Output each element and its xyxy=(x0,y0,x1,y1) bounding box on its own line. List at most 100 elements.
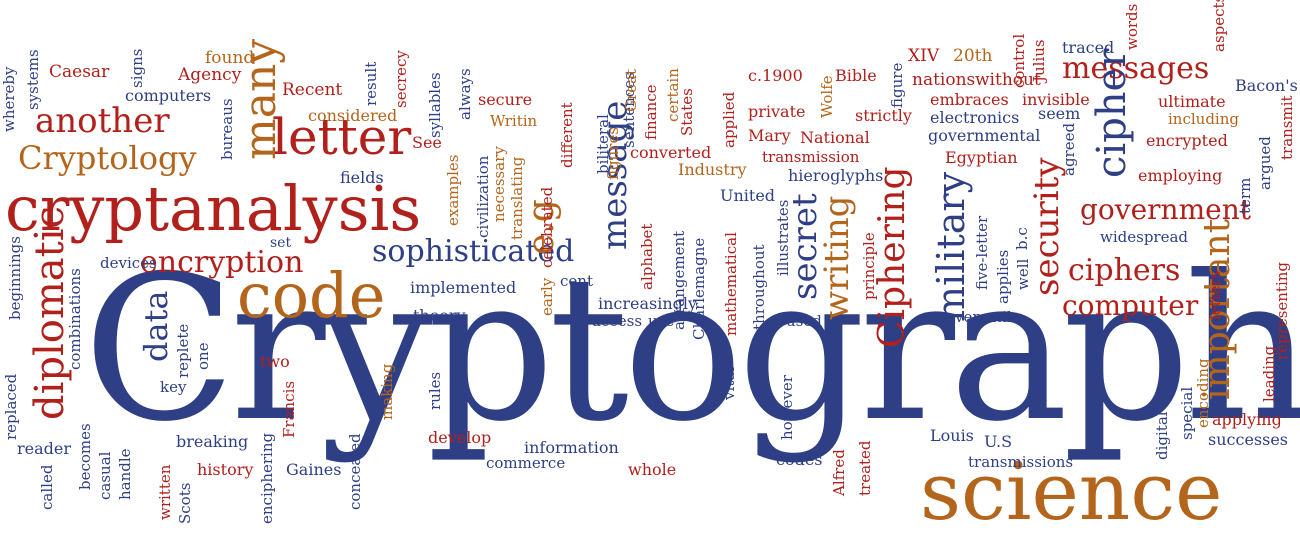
word-c1900: c.1900 xyxy=(748,66,803,85)
word-vital: vital xyxy=(720,366,738,400)
word-implemented: implemented xyxy=(410,278,517,297)
word-develop: develop xyxy=(428,428,492,447)
word-national: National xyxy=(800,128,870,147)
word-arrangement: arrangement xyxy=(670,230,688,330)
word-encryption: encryption xyxy=(140,245,304,280)
word-rules: rules xyxy=(426,371,444,410)
word-theory: theory xyxy=(413,306,466,325)
word-figure: figure xyxy=(888,62,906,108)
word-casual: casual xyxy=(96,451,114,500)
word-history: history xyxy=(197,460,254,479)
word-alphabet: alphabet xyxy=(638,223,656,290)
word-encrypted: encrypted xyxy=(1146,131,1228,150)
word-wolfe: Wolfe xyxy=(818,75,836,118)
word-cipher: cipher xyxy=(1089,48,1135,178)
word-used: used xyxy=(786,312,822,330)
word-electronics: electronics xyxy=(930,108,1020,127)
word-codes: codes xyxy=(776,450,823,469)
word-special: special xyxy=(1178,386,1196,440)
word-letter: letter xyxy=(272,108,412,166)
word-private: private xyxy=(748,102,806,121)
word-celebrated: celebrated xyxy=(538,186,556,268)
word-term: term xyxy=(1236,177,1254,214)
word-principle: principle xyxy=(860,232,878,300)
word-result: result xyxy=(362,61,380,106)
word-bacons: Bacon's xyxy=(1235,76,1298,95)
word-handle: handle xyxy=(116,448,134,500)
word-set: set xyxy=(270,235,292,251)
word-concealed: concealed xyxy=(346,433,364,510)
word-including: including xyxy=(1168,110,1239,128)
word-aspects: aspects xyxy=(1210,0,1228,52)
word-different: different xyxy=(558,102,576,168)
word-computer: computer xyxy=(1062,289,1199,322)
word-commerce: commerce xyxy=(486,454,566,472)
word-translating: translating xyxy=(508,156,526,240)
word-employing: employing xyxy=(1138,166,1223,185)
word-increasingly: increasingly xyxy=(598,294,698,313)
word-figures: figures xyxy=(604,126,622,180)
word-converted: converted xyxy=(630,143,712,162)
word-computers: computers xyxy=(125,86,212,105)
word-well: well xyxy=(1014,258,1032,290)
word-encoding: encoding xyxy=(1194,358,1212,428)
word-form: form xyxy=(573,362,591,398)
word-throughout: throughout xyxy=(750,244,768,330)
word-becomes: becomes xyxy=(76,423,94,490)
word-necessary: necessary xyxy=(490,146,508,222)
word-louis: Louis xyxy=(930,426,974,445)
word-cryptanalysis: cryptanalysis xyxy=(5,172,422,245)
word-one: one xyxy=(194,342,212,370)
word-diplomatic: diplomatic xyxy=(27,206,73,420)
word-secure: secure xyxy=(478,90,533,109)
word-recent: Recent xyxy=(282,80,343,100)
word-devices: devices xyxy=(100,254,157,272)
word-alfred: Alfred xyxy=(830,449,848,496)
word-use: use xyxy=(648,312,675,330)
word-key: key xyxy=(160,378,187,396)
word-transmission: transmission xyxy=(762,148,860,166)
word-applies: applies xyxy=(994,249,1012,304)
word-illustrates: illustrates xyxy=(774,199,792,277)
word-traced: traced xyxy=(1062,38,1115,57)
word-versatile: versatile xyxy=(955,308,1021,326)
word-words: words xyxy=(1123,3,1141,50)
word-invisible: invisible xyxy=(1022,90,1090,109)
word-replete: replete xyxy=(174,323,192,378)
word-finance: finance xyxy=(642,84,660,140)
word-syllables: syllables xyxy=(426,72,444,138)
word-sophisticated: sophisticated xyxy=(372,234,575,269)
word-another: another xyxy=(35,101,170,141)
word-xiv: XIV xyxy=(908,46,940,66)
word-applying: applying xyxy=(1212,410,1282,429)
word-signs: signs xyxy=(128,48,146,88)
word-governmental: governmental xyxy=(928,126,1041,145)
word-always: always xyxy=(456,68,474,120)
word-systems: systems xyxy=(24,49,42,110)
word-whole: whole xyxy=(628,460,677,479)
word-fields: fields xyxy=(340,168,384,187)
word-mathematical: mathematical xyxy=(722,232,740,336)
word-early: early xyxy=(538,277,556,316)
word-see: See xyxy=(412,133,442,152)
word-control: control xyxy=(1010,33,1028,88)
word-without: without xyxy=(975,70,1041,90)
word-bc: b.c xyxy=(1013,227,1031,250)
word-united: United xyxy=(720,186,776,205)
word-examples: examples xyxy=(444,154,462,226)
word-making: making xyxy=(378,363,396,420)
word-bible: Bible xyxy=(835,66,877,85)
word-access: access xyxy=(592,312,643,330)
word-argued: argued xyxy=(1256,136,1274,190)
word-security: security xyxy=(1027,157,1067,296)
word-messages: messages xyxy=(1062,51,1210,86)
word-transmit: transmit xyxy=(1278,95,1296,160)
word-applied: applied xyxy=(720,91,738,148)
word-seem: seem xyxy=(1038,104,1081,123)
word-great: Great xyxy=(622,68,640,112)
word-julius: Julius xyxy=(1030,39,1048,82)
word-found: found xyxy=(205,48,255,68)
word-breaking: breaking xyxy=(176,432,249,451)
word-agency: Agency xyxy=(178,65,242,85)
